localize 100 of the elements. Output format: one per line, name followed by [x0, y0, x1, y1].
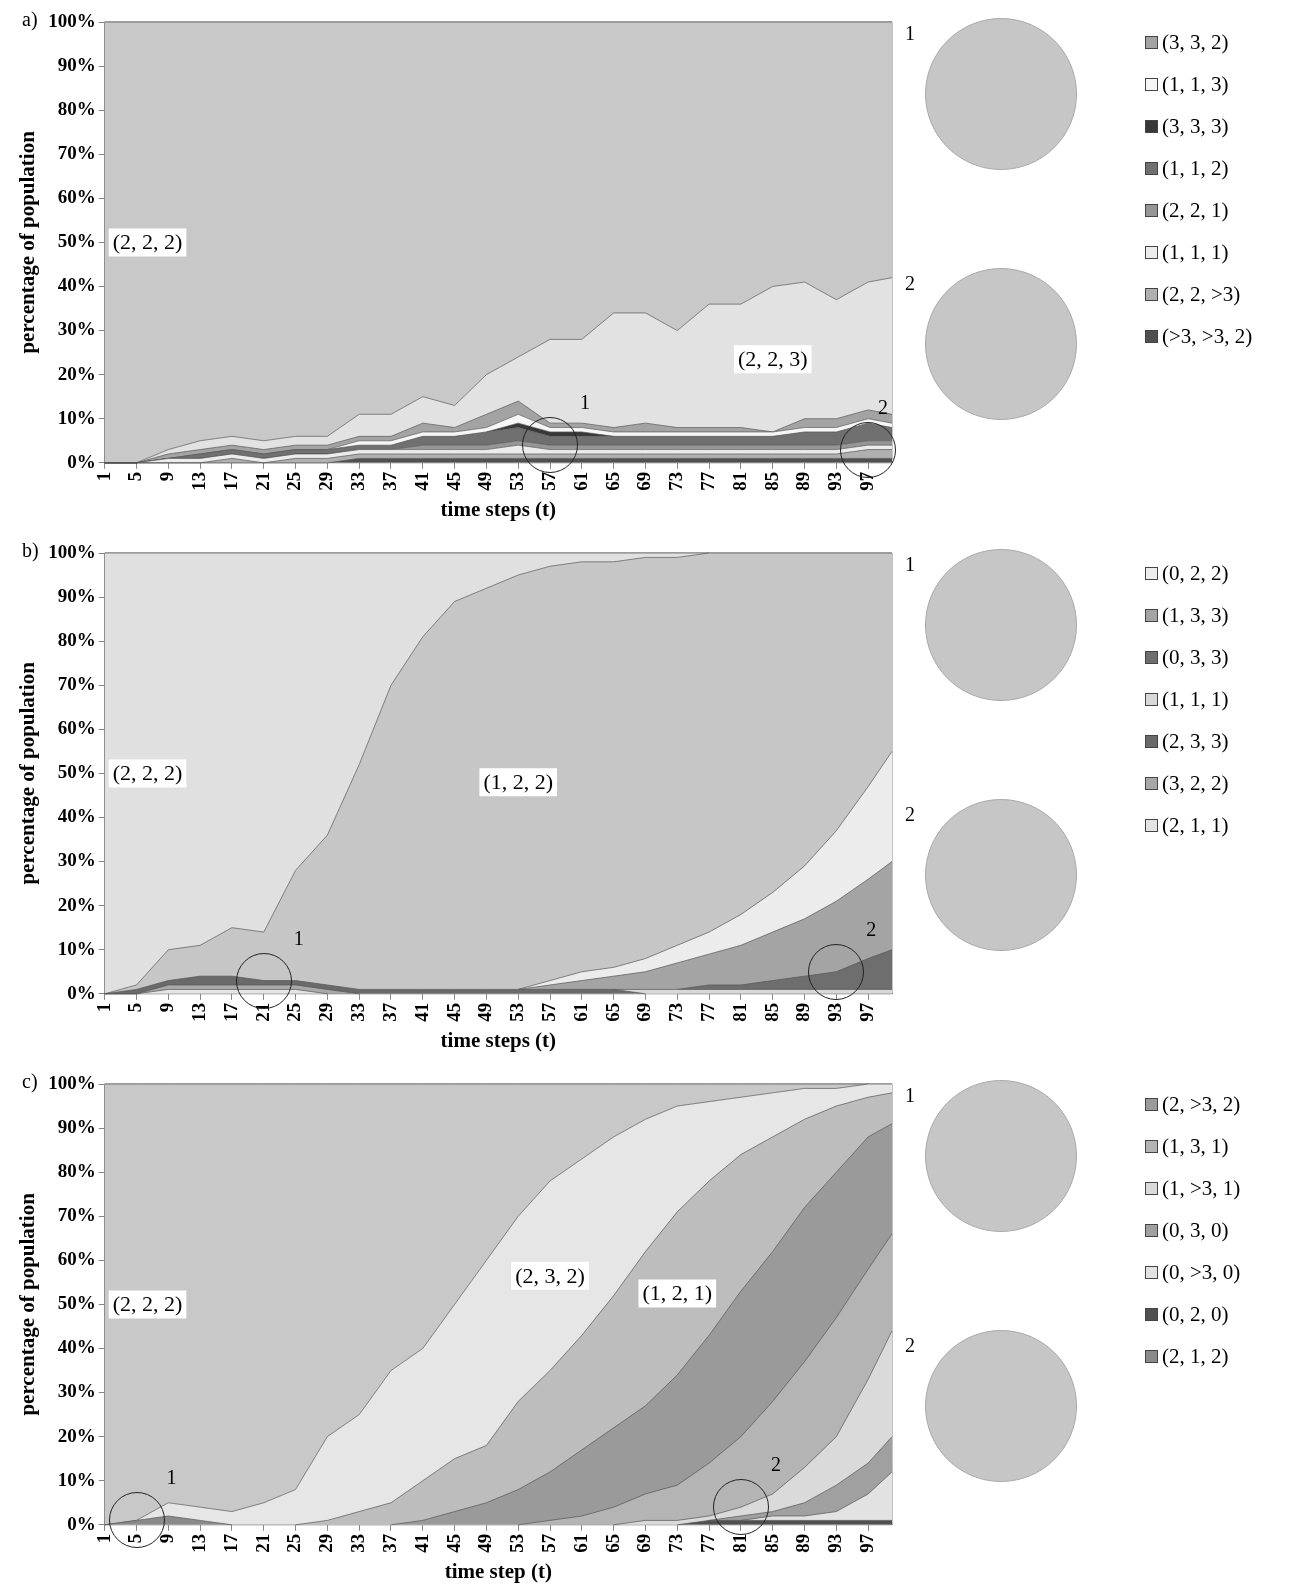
series-label: (1, 2, 2)	[483, 769, 554, 794]
x-tick-label: 81	[728, 1002, 750, 1022]
x-tick-label: 89	[792, 471, 814, 491]
x-tick-label: 61	[569, 1533, 591, 1553]
y-tick-label: 60%	[57, 717, 96, 739]
x-tick-label: 37	[378, 1533, 400, 1553]
y-tick-label: 40%	[57, 805, 96, 827]
y-tick-label: 20%	[57, 893, 96, 915]
series-label: (2, 2, 2)	[112, 760, 183, 786]
x-tick-label: 17	[219, 1002, 241, 1022]
annotation: 1	[293, 926, 304, 950]
text: 1	[905, 22, 915, 44]
chart-title: a)	[22, 8, 38, 31]
x-tick-label: 65	[601, 471, 623, 491]
x-tick-label: 57	[537, 1533, 559, 1553]
x-tick-label: 53	[506, 471, 528, 491]
x-tick-label: 33	[347, 1533, 369, 1553]
y-tick-label: 60%	[57, 1248, 96, 1270]
legend-label: (2, 1, 1)	[1162, 813, 1229, 838]
y-axis-title: percentage of population	[15, 661, 40, 885]
x-tick-label: 69	[633, 1533, 655, 1553]
x-tick-label: 73	[665, 1002, 687, 1022]
y-tick-label: 90%	[57, 53, 96, 75]
y-tick-label: 10%	[57, 1468, 96, 1490]
x-tick-label: 89	[792, 1533, 814, 1553]
x-tick-label: 45	[442, 1002, 464, 1022]
x-axis-title: time step (t)	[444, 1558, 552, 1583]
x-tick-label: 65	[601, 1533, 623, 1553]
legend-label: (2, 1, 2)	[1162, 1344, 1229, 1369]
chart-title: c)	[22, 1070, 38, 1093]
annotation: 1	[580, 391, 591, 415]
legend-label: (1, 3, 3)	[1162, 603, 1229, 628]
y-tick-label: 80%	[57, 98, 96, 120]
x-tick-label: 53	[506, 1002, 528, 1022]
y-tick-label: 40%	[57, 274, 96, 296]
x-tick-label: 17	[219, 471, 241, 491]
legend-label: (2, >3, 2)	[1162, 1092, 1241, 1117]
y-tick-label: 30%	[57, 1380, 96, 1402]
legend-label: (1, 1, 1)	[1162, 240, 1229, 265]
y-tick-label: 20%	[57, 1424, 96, 1446]
x-tick-label: 57	[537, 471, 559, 491]
x-tick-label: 37	[378, 1002, 400, 1022]
legend-label: (0, >3, 0)	[1162, 1260, 1241, 1285]
x-tick-label: 21	[251, 1002, 273, 1022]
text: 2	[905, 803, 915, 825]
x-tick-label: 69	[633, 471, 655, 491]
annotation: 1	[166, 1466, 177, 1490]
series-label: (2, 2, 2)	[112, 229, 183, 255]
text: 2	[905, 1334, 915, 1356]
x-tick-label: 85	[760, 471, 782, 491]
x-tick-label: 81	[728, 471, 750, 491]
legend-label: (1, 1, 3)	[1162, 72, 1229, 97]
x-tick-label: 37	[378, 471, 400, 491]
x-axis-title: time steps (t)	[440, 1027, 557, 1052]
x-tick-label: 73	[665, 471, 687, 491]
legend-label: (2, 2, >3)	[1162, 282, 1241, 307]
x-tick-label: 1	[92, 471, 114, 482]
x-tick-label: 25	[283, 471, 305, 491]
x-tick-label: 53	[506, 1533, 528, 1553]
x-tick-label: 13	[188, 1533, 210, 1553]
legend-label: (0, 2, 2)	[1162, 561, 1229, 586]
x-tick-label: 97	[856, 471, 878, 491]
x-tick-label: 77	[697, 471, 718, 491]
chart-title: b)	[22, 539, 39, 562]
x-tick-label: 77	[697, 1002, 718, 1022]
x-tick-label: 25	[283, 1533, 305, 1553]
y-axis-title: percentage of population	[15, 1192, 40, 1416]
annotation: 2	[866, 917, 877, 941]
x-tick-label: 21	[251, 471, 273, 491]
annotation: 2	[878, 395, 888, 419]
y-tick-label: 0%	[67, 450, 96, 472]
legend-label: (1, 3, 1)	[1162, 1134, 1229, 1159]
x-tick-label: 33	[347, 1002, 369, 1022]
x-tick-label: 5	[124, 471, 146, 482]
y-tick-label: 80%	[57, 1160, 96, 1182]
x-tick-label: 13	[188, 1002, 210, 1022]
x-tick-label: 41	[410, 1002, 432, 1022]
legend-label: (2, 2, 1)	[1162, 198, 1229, 223]
x-tick-label: 49	[474, 471, 496, 491]
x-tick-label: 85	[760, 1533, 782, 1553]
x-tick-label: 9	[156, 471, 178, 482]
x-tick-label: 21	[251, 1533, 273, 1553]
x-tick-label: 93	[824, 1533, 846, 1553]
annotation: 2	[770, 1453, 781, 1477]
legend-label: (1, 1, 2)	[1162, 156, 1229, 181]
legend-label: (0, 3, 3)	[1162, 645, 1229, 670]
x-tick-label: 89	[792, 1002, 814, 1022]
x-tick-label: 93	[824, 1002, 846, 1022]
legend-label: (0, 3, 0)	[1162, 1218, 1229, 1243]
legend-label: (3, 3, 3)	[1162, 114, 1229, 139]
x-tick-label: 9	[156, 1533, 178, 1544]
x-tick-label: 61	[569, 1002, 591, 1022]
y-tick-label: 20%	[57, 362, 96, 384]
y-tick-label: 0%	[67, 981, 96, 1003]
x-tick-label: 77	[697, 1533, 718, 1553]
text: 1	[905, 1084, 915, 1106]
x-tick-label: 29	[315, 1002, 337, 1022]
x-tick-label: 85	[760, 1002, 782, 1022]
x-tick-label: 17	[219, 1533, 241, 1553]
x-tick-label: 49	[474, 1533, 496, 1553]
